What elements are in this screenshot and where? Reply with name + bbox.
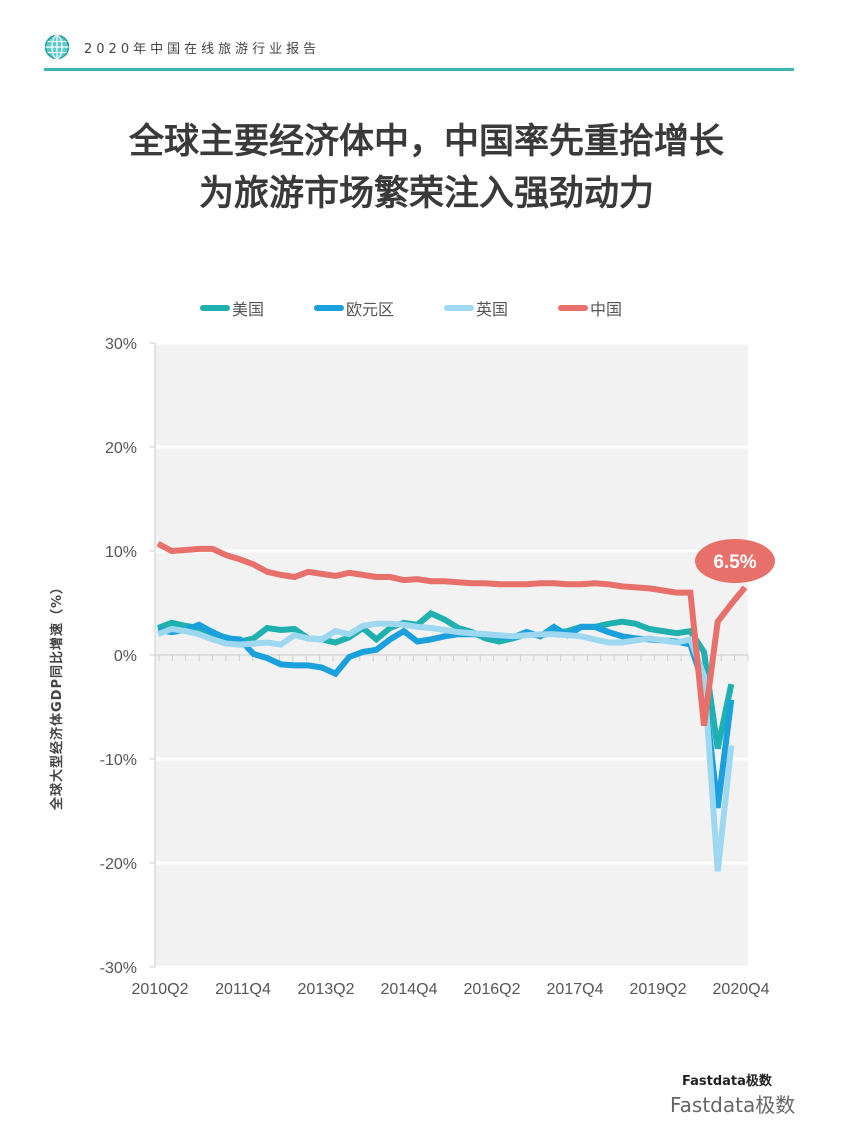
x-tick-label: 2014Q4 [381, 981, 438, 998]
legend-swatch [200, 305, 230, 311]
legend-item: 美国 [200, 296, 264, 320]
series-line [156, 620, 735, 872]
value-callout [695, 539, 775, 583]
x-tick-label: 2019Q2 [630, 981, 687, 998]
chart-legend: 美国 欧元区 英国 中国 [200, 296, 672, 320]
x-tick-label: 2011Q4 [215, 981, 271, 998]
x-tick-label: 2013Q2 [298, 981, 355, 998]
footer-branding: Fastdata极数 Fastdata极数 [640, 1070, 795, 1118]
header-divider [44, 68, 794, 71]
x-tick-label: 2016Q2 [464, 981, 521, 998]
page-title-line2: 为旅游市场繁荣注入强劲动力 [198, 174, 654, 214]
report-header: 2020年中国在线旅游行业报告 [44, 32, 320, 62]
y-axis-label: 全球大型经济体GDP同比增速（%） [50, 579, 65, 810]
series-line [156, 541, 748, 727]
series-line [156, 609, 735, 750]
y-tick-label: -30% [100, 960, 137, 977]
x-tick-label: 2010Q2 [132, 981, 189, 998]
legend-item: 中国 [558, 296, 622, 320]
y-tick-label: 20% [105, 440, 137, 457]
legend-label: 美国 [232, 300, 265, 319]
x-tick-label: 2020Q4 [713, 981, 770, 998]
legend-label: 中国 [590, 300, 623, 319]
callout-text: 6.5% [713, 552, 756, 573]
y-tick-label: 30% [105, 336, 137, 353]
legend-swatch [444, 305, 475, 311]
legend-swatch [314, 305, 345, 311]
legend-label: 英国 [476, 300, 509, 319]
brand-logo: Fastdata极数 [682, 1074, 772, 1089]
watermark: Fastdata极数 [670, 1093, 796, 1117]
legend-label: 欧元区 [346, 300, 395, 319]
page-title-line1: 全球主要经济体中，中国率先重拾增长 [128, 122, 724, 162]
report-title: 2020年中国在线旅游行业报告 [84, 41, 321, 57]
legend-item: 欧元区 [314, 296, 394, 320]
y-tick-label: -20% [100, 856, 137, 873]
legend-swatch [558, 305, 589, 311]
x-tick-label: 2017Q4 [547, 981, 604, 998]
legend-item: 英国 [444, 296, 508, 320]
y-tick-label: -10% [100, 752, 137, 769]
globe-icon [44, 34, 70, 60]
y-tick-label: 10% [105, 544, 137, 561]
y-tick-label: 0% [114, 648, 137, 665]
